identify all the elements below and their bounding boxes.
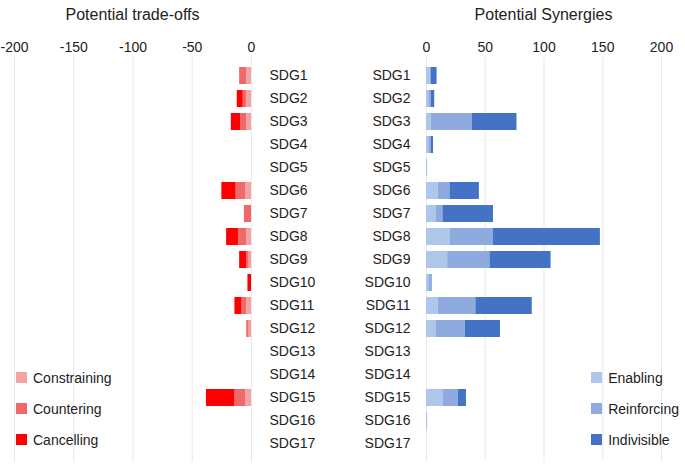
svg-text:SDG15: SDG15 bbox=[270, 389, 316, 405]
svg-text:SDG12: SDG12 bbox=[365, 320, 411, 336]
svg-text:SDG13: SDG13 bbox=[365, 343, 411, 359]
svg-text:SDG14: SDG14 bbox=[365, 366, 411, 382]
html-text:Potential trade-offs: Potential trade-offs bbox=[65, 6, 200, 23]
svg-text:SDG16: SDG16 bbox=[365, 412, 411, 428]
svg-text:-200: -200 bbox=[0, 39, 28, 55]
svg-text:SDG11: SDG11 bbox=[270, 297, 315, 313]
svg-text:SDG5: SDG5 bbox=[270, 159, 308, 175]
svg-text:-100: -100 bbox=[119, 39, 147, 55]
svg-text:-150: -150 bbox=[60, 39, 88, 55]
svg-text:SDG13: SDG13 bbox=[270, 343, 316, 359]
svg-text:SDG17: SDG17 bbox=[365, 435, 411, 451]
svg-text:SDG10: SDG10 bbox=[365, 274, 411, 290]
svg-text:0: 0 bbox=[248, 39, 256, 55]
svg-text:SDG7: SDG7 bbox=[270, 205, 308, 221]
svg-text:SDG2: SDG2 bbox=[270, 90, 308, 106]
svg-text:SDG11: SDG11 bbox=[366, 297, 411, 313]
html-text:Enabling: Enabling bbox=[608, 369, 663, 386]
html-text:Constraining: Constraining bbox=[33, 369, 112, 386]
html-text:Indivisible: Indivisible bbox=[608, 431, 670, 448]
svg-text:-50: -50 bbox=[182, 39, 202, 55]
svg-text:SDG8: SDG8 bbox=[372, 228, 410, 244]
svg-text:SDG7: SDG7 bbox=[372, 205, 410, 221]
svg-text:SDG3: SDG3 bbox=[270, 113, 308, 129]
html-text:Reinforcing: Reinforcing bbox=[608, 400, 679, 417]
svg-text:200: 200 bbox=[650, 39, 674, 55]
svg-text:SDG5: SDG5 bbox=[372, 159, 410, 175]
svg-text:150: 150 bbox=[591, 39, 615, 55]
svg-text:0: 0 bbox=[423, 39, 431, 55]
svg-text:SDG6: SDG6 bbox=[270, 182, 308, 198]
svg-text:SDG15: SDG15 bbox=[365, 389, 411, 405]
svg-text:50: 50 bbox=[477, 39, 493, 55]
svg-text:SDG1: SDG1 bbox=[372, 67, 410, 83]
svg-text:SDG9: SDG9 bbox=[270, 251, 308, 267]
svg-text:SDG9: SDG9 bbox=[372, 251, 410, 267]
svg-text:100: 100 bbox=[532, 39, 556, 55]
svg-text:SDG17: SDG17 bbox=[270, 435, 316, 451]
svg-text:SDG6: SDG6 bbox=[372, 182, 410, 198]
svg-text:SDG1: SDG1 bbox=[270, 67, 308, 83]
svg-text:SDG3: SDG3 bbox=[372, 113, 410, 129]
svg-text:SDG4: SDG4 bbox=[372, 136, 410, 152]
svg-text:SDG4: SDG4 bbox=[270, 136, 308, 152]
svg-text:SDG16: SDG16 bbox=[270, 412, 316, 428]
html-text:Potential Synergies: Potential Synergies bbox=[474, 6, 613, 23]
svg-text:SDG2: SDG2 bbox=[372, 90, 410, 106]
svg-text:SDG14: SDG14 bbox=[270, 366, 316, 382]
svg-text:SDG8: SDG8 bbox=[270, 228, 308, 244]
html-text:Countering: Countering bbox=[33, 400, 102, 417]
svg-text:SDG12: SDG12 bbox=[270, 320, 316, 336]
html-text:Cancelling: Cancelling bbox=[33, 431, 99, 448]
svg-text:SDG10: SDG10 bbox=[270, 274, 316, 290]
